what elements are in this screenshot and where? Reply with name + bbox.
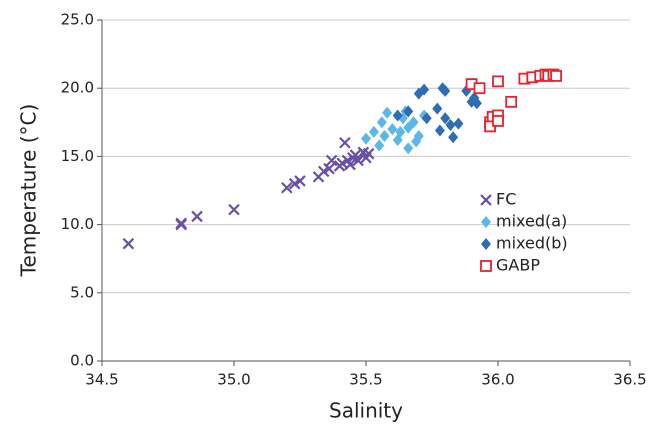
point	[379, 129, 390, 142]
point	[419, 83, 430, 96]
legend-label: FC	[496, 190, 516, 209]
point	[281, 181, 293, 194]
point	[421, 112, 432, 125]
point	[403, 105, 414, 118]
point	[505, 95, 518, 108]
point	[376, 116, 387, 129]
point	[445, 119, 456, 132]
point	[403, 142, 414, 155]
legend-marker	[480, 194, 492, 206]
legend-marker	[481, 216, 491, 228]
point	[191, 210, 203, 223]
point	[448, 131, 459, 144]
legend-label: mixed(a)	[496, 212, 567, 231]
point	[403, 121, 414, 134]
point	[361, 132, 371, 145]
y-tick-label: 10.0	[61, 215, 94, 233]
y-tick-label: 15.0	[61, 147, 94, 165]
y-axis-title: Temperature (°C)	[17, 104, 41, 278]
legend: FC mixed(a) mixed(b) GABP	[480, 190, 568, 275]
y-tick-label: 0.0	[70, 352, 94, 370]
point	[325, 154, 338, 167]
point	[453, 117, 464, 130]
point	[382, 106, 393, 119]
point	[471, 97, 482, 110]
point	[395, 125, 406, 138]
point	[434, 124, 445, 137]
point	[387, 123, 398, 136]
legend-marker	[480, 260, 492, 272]
point	[550, 70, 562, 82]
point	[352, 154, 364, 167]
x-tick-label: 34.5	[85, 371, 118, 389]
x-tick-label: 36.0	[481, 371, 514, 389]
x-axis-title: Salinity	[329, 399, 403, 423]
y-tick-label: 5.0	[70, 283, 94, 301]
point	[392, 109, 403, 122]
x-tick-label: 36.5	[613, 371, 646, 389]
y-tick-label: 25.0	[61, 11, 94, 29]
point	[175, 217, 187, 230]
point	[411, 135, 422, 148]
legend-marker	[481, 238, 491, 250]
point	[294, 175, 306, 187]
point	[362, 147, 375, 160]
point	[228, 203, 240, 216]
x-tick-label: 35.0	[217, 371, 250, 389]
point	[122, 237, 135, 250]
point	[492, 75, 504, 88]
legend-label: mixed(b)	[496, 234, 568, 253]
point	[344, 158, 356, 171]
point	[333, 160, 346, 172]
point	[339, 136, 351, 149]
point	[323, 162, 335, 175]
point	[440, 84, 451, 97]
point	[492, 115, 504, 127]
point	[473, 82, 486, 95]
y-tick-label: 20.0	[61, 79, 94, 97]
x-tick-label: 35.5	[349, 371, 382, 389]
point	[374, 139, 385, 152]
point	[440, 112, 451, 125]
point	[368, 125, 379, 138]
point	[432, 102, 443, 115]
legend-label: GABP	[496, 256, 540, 275]
